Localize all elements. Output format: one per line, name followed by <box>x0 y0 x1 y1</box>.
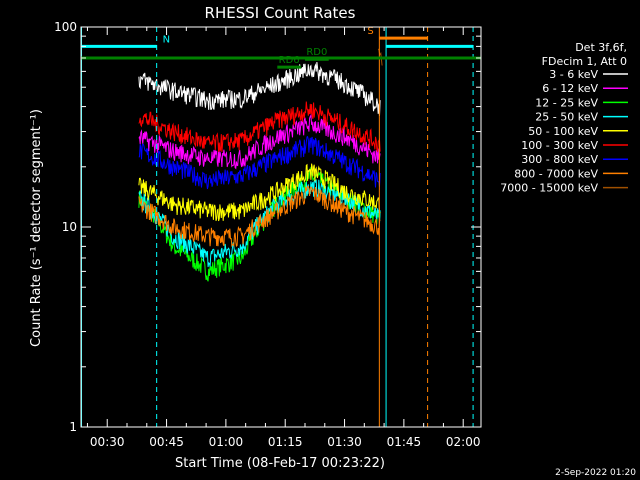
legend-header-line-2: FDecim 1, Att 0 <box>542 55 627 68</box>
legend-header-line-1: Det 3f,6f, <box>575 41 627 54</box>
series-line-1 <box>138 61 381 116</box>
x-tick-label-3: 01:00 <box>209 435 244 449</box>
series-line-7 <box>138 135 381 190</box>
footer-date: 2-Sep-2022 01:20 <box>555 468 636 478</box>
series-line-8 <box>138 185 381 248</box>
x-tick-label-1: 00:30 <box>90 435 125 449</box>
flag-label-1: N <box>163 34 170 45</box>
flag-label-6: RD6 <box>279 55 300 66</box>
series-line-9 <box>377 48 383 66</box>
x-axis-label: Start Time (08-Feb-17 00:23:22) <box>175 456 385 471</box>
series-line-2 <box>138 113 381 170</box>
legend-label-2: 6 - 12 keV <box>542 82 598 95</box>
chart-title: RHESSI Count Rates <box>205 4 356 22</box>
legend-label-6: 100 - 300 keV <box>521 139 598 152</box>
x-tick-label-4: 01:15 <box>268 435 303 449</box>
legend-label-9: 7000 - 15000 keV <box>500 182 598 195</box>
x-tick-label-6: 01:45 <box>387 435 422 449</box>
y-axis-label: Count Rate (s⁻¹ detector segment⁻¹) <box>29 109 44 347</box>
legend-label-7: 300 - 800 keV <box>521 153 598 166</box>
legend-label-5: 50 - 100 keV <box>528 125 598 138</box>
legend-label-4: 25 - 50 keV <box>535 111 598 124</box>
x-tick-label-2: 00:45 <box>149 435 184 449</box>
series-line-5 <box>138 163 381 222</box>
y-tick-label-1: 1 <box>69 420 77 434</box>
x-tick-label-7: 02:00 <box>446 435 481 449</box>
flag-label-3: S <box>367 26 373 37</box>
legend-label-1: 3 - 6 keV <box>549 68 598 81</box>
y-tick-label-2: 10 <box>62 220 77 234</box>
y-tick-label-3: 100 <box>54 20 77 34</box>
legend-label-3: 12 - 25 keV <box>535 96 598 109</box>
flag-label-5: RD0 <box>306 47 327 58</box>
x-tick-label-5: 01:30 <box>327 435 362 449</box>
legend-label-8: 800 - 7000 keV <box>514 167 598 180</box>
series-line-6 <box>138 101 381 153</box>
